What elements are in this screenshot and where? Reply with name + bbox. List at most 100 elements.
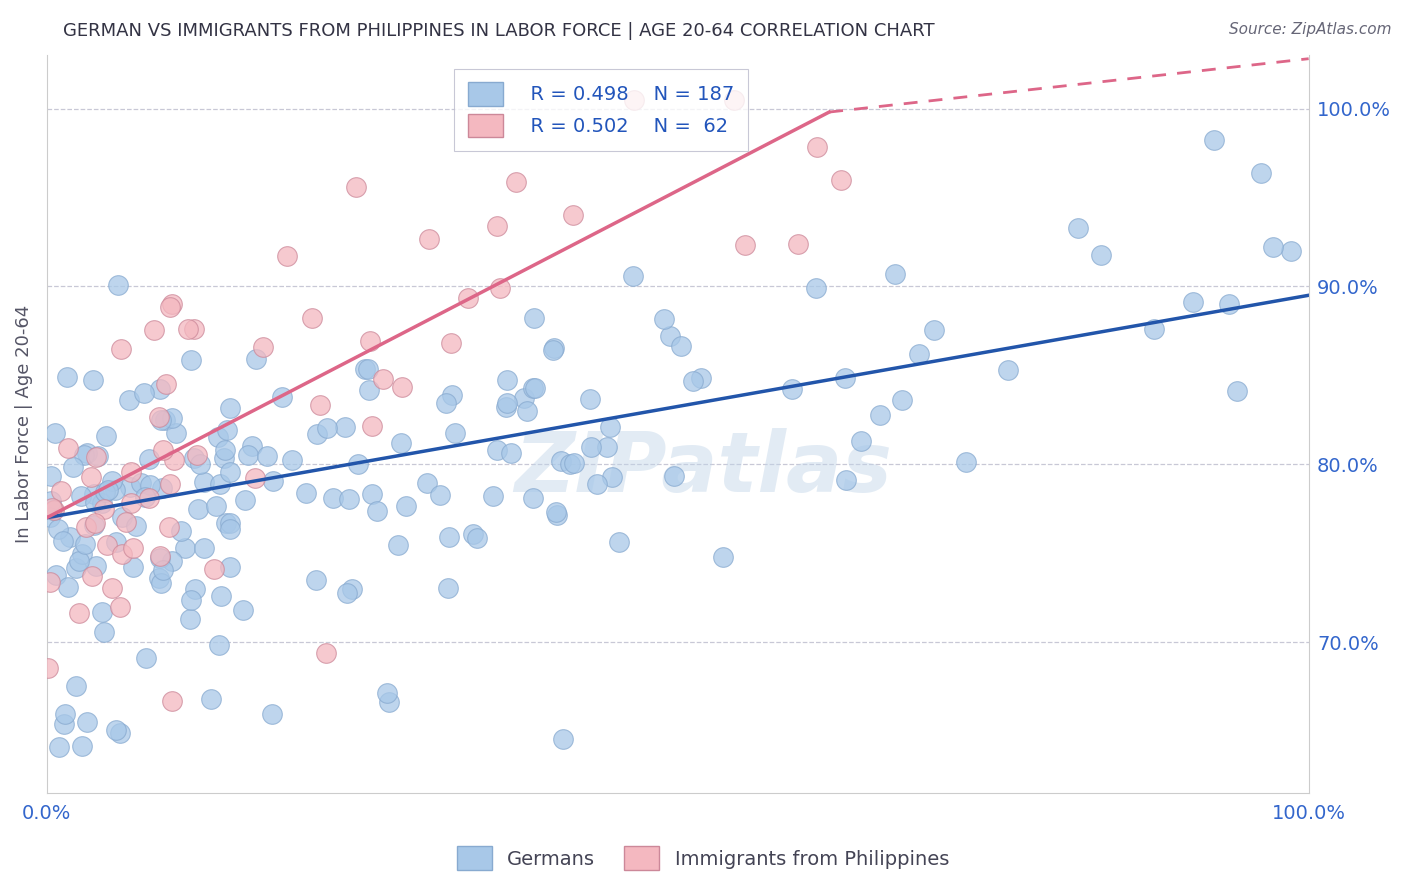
Point <box>558 458 581 472</box>
Point <box>309 398 332 412</box>
Point <box>233 493 256 508</box>
Point <box>186 448 208 462</box>
Point <box>215 423 238 437</box>
Point <box>711 550 734 565</box>
Text: GERMAN VS IMMIGRANTS FROM PHILIPPINES IN LABOR FORCE | AGE 20-64 CORRELATION CHA: GERMAN VS IMMIGRANTS FROM PHILIPPINES IN… <box>63 22 935 40</box>
Point <box>80 569 103 583</box>
Legend: Germans, Immigrants from Philippines: Germans, Immigrants from Philippines <box>449 838 957 878</box>
Point <box>359 384 381 398</box>
Point <box>73 448 96 462</box>
Point <box>75 520 97 534</box>
Point <box>654 312 676 326</box>
Point <box>143 323 166 337</box>
Point <box>595 441 617 455</box>
Point <box>115 516 138 530</box>
Point <box>218 560 240 574</box>
Point <box>786 237 808 252</box>
Point <box>522 491 544 506</box>
Point <box>149 551 172 566</box>
Point <box>83 487 105 501</box>
Point <box>218 466 240 480</box>
Point <box>39 469 62 483</box>
Point <box>180 353 202 368</box>
Point <box>105 535 128 549</box>
Point <box>153 413 176 427</box>
Point <box>690 370 713 384</box>
Point <box>125 518 148 533</box>
Point <box>139 477 162 491</box>
Point <box>418 232 440 246</box>
Point <box>82 373 104 387</box>
Point <box>804 281 827 295</box>
Point <box>1143 321 1166 335</box>
Point <box>232 603 254 617</box>
Point <box>39 574 62 589</box>
Point <box>834 371 856 385</box>
Point <box>188 457 211 471</box>
Point <box>80 470 103 484</box>
Point <box>378 695 401 709</box>
Point <box>108 726 131 740</box>
Point <box>505 175 527 189</box>
Point <box>96 538 118 552</box>
Point <box>585 477 607 491</box>
Point <box>187 502 209 516</box>
Point <box>436 396 458 410</box>
Point <box>176 322 198 336</box>
Point <box>200 692 222 706</box>
Point <box>162 554 184 568</box>
Point <box>134 490 156 504</box>
Point <box>70 739 93 753</box>
Point <box>482 490 505 504</box>
Point <box>41 500 63 515</box>
Point <box>183 321 205 335</box>
Point <box>830 172 852 186</box>
Point <box>111 509 134 524</box>
Point <box>207 430 229 444</box>
Text: ZIPatlas: ZIPatlas <box>515 428 891 509</box>
Point <box>87 449 110 463</box>
Point <box>120 465 142 479</box>
Point <box>149 382 172 396</box>
Point <box>39 509 62 524</box>
Point <box>523 311 546 326</box>
Point <box>56 442 79 456</box>
Point <box>42 503 65 517</box>
Point <box>440 335 463 350</box>
Point <box>219 522 242 536</box>
Point <box>70 547 93 561</box>
Point <box>499 446 522 460</box>
Point <box>93 501 115 516</box>
Point <box>49 483 72 498</box>
Point <box>461 527 484 541</box>
Point <box>134 386 156 401</box>
Point <box>391 380 413 394</box>
Point <box>437 531 460 545</box>
Point <box>543 341 565 355</box>
Point <box>52 534 75 549</box>
Point <box>97 483 120 497</box>
Point <box>523 381 546 395</box>
Point <box>135 651 157 665</box>
Point <box>294 486 316 500</box>
Point <box>152 443 174 458</box>
Point <box>366 504 388 518</box>
Point <box>342 582 364 596</box>
Point <box>884 267 907 281</box>
Point <box>997 363 1019 377</box>
Point <box>62 460 84 475</box>
Point <box>357 362 380 376</box>
Point <box>163 453 186 467</box>
Point <box>305 427 328 442</box>
Point <box>65 679 87 693</box>
Point <box>121 541 143 556</box>
Point <box>387 538 409 552</box>
Point <box>70 489 93 503</box>
Point <box>344 180 367 194</box>
Point <box>664 469 686 483</box>
Point <box>215 516 238 530</box>
Point <box>562 208 585 222</box>
Point <box>170 524 193 538</box>
Point <box>359 334 381 348</box>
Point <box>165 425 187 440</box>
